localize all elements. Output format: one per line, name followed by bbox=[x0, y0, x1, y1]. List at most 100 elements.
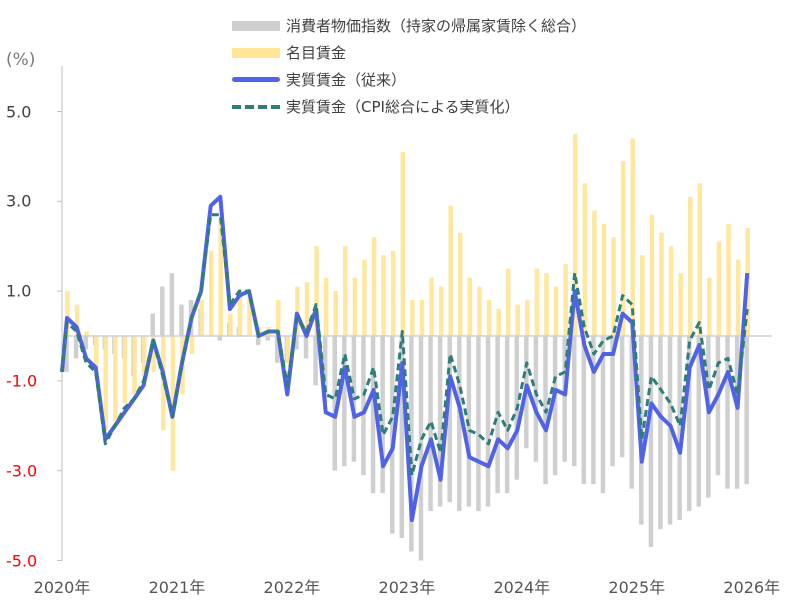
y-tick-label: -3.0 bbox=[6, 461, 38, 481]
cpi-bar bbox=[265, 336, 270, 341]
cpi-bar bbox=[677, 336, 682, 521]
cpi-bar bbox=[485, 336, 491, 507]
x-tick-label: 2026年 bbox=[723, 578, 781, 597]
cpi-bar bbox=[380, 336, 385, 494]
cpi-bar bbox=[399, 336, 405, 539]
nominal-wage-bar bbox=[199, 300, 204, 336]
x-tick-label: 2025年 bbox=[608, 578, 666, 597]
cpi-bar bbox=[610, 336, 615, 467]
nominal-wage-bar bbox=[640, 255, 645, 336]
cpi-bar bbox=[648, 336, 654, 548]
cpi-bar bbox=[169, 273, 175, 336]
nominal-wage-bar bbox=[189, 336, 195, 354]
legend-label: 名目賃金 bbox=[286, 44, 347, 62]
nominal-wage-bar bbox=[93, 336, 99, 368]
nominal-wage-bar bbox=[390, 250, 396, 336]
cpi-bar bbox=[715, 336, 721, 476]
y-tick-label: 1.0 bbox=[6, 281, 32, 301]
cpi-bar bbox=[73, 336, 79, 359]
legend-item-cpi: 消費者物価指数（持家の帰属家賃除く総合） bbox=[232, 12, 586, 39]
nominal-wage-bar bbox=[505, 268, 511, 336]
nominal-wage-bar bbox=[151, 336, 156, 372]
cpi-bar bbox=[409, 336, 414, 552]
nominal-wage-bar bbox=[141, 336, 147, 377]
legend-label: 消費者物価指数（持家の帰属家賃除く総合） bbox=[286, 17, 587, 35]
cpi-bar bbox=[418, 336, 424, 561]
nominal-wage-bar bbox=[553, 286, 559, 336]
nominal-wage-bar bbox=[65, 291, 70, 336]
cpi-bar bbox=[658, 336, 663, 530]
nominal-wage-bar bbox=[659, 232, 664, 336]
cpi-bar bbox=[294, 336, 299, 350]
nominal-wage-bar bbox=[237, 291, 243, 336]
legend-swatch-gray-bar-icon bbox=[232, 20, 280, 31]
nominal-wage-bar bbox=[304, 282, 310, 336]
cpi-bar bbox=[437, 336, 443, 507]
cpi-bar bbox=[725, 336, 730, 489]
y-tick-label: 3.0 bbox=[6, 191, 32, 211]
legend-swatch-dashed-line-icon bbox=[232, 104, 280, 109]
cpi-bar bbox=[83, 336, 88, 350]
x-tick-label: 2022年 bbox=[263, 578, 321, 597]
nominal-wage-bar bbox=[544, 273, 549, 336]
legend-label: 実質賃金（従来） bbox=[286, 71, 407, 89]
nominal-wage-bar bbox=[323, 277, 329, 336]
nominal-wage-bar bbox=[429, 277, 434, 336]
nominal-wage-bar bbox=[525, 300, 530, 336]
nominal-wage-bar bbox=[592, 210, 597, 336]
cpi-bar bbox=[150, 313, 155, 336]
nominal-wage-bar bbox=[122, 336, 128, 404]
cpi-bar bbox=[629, 336, 634, 489]
nominal-wage-bar bbox=[343, 246, 348, 336]
cpi-bar bbox=[332, 336, 337, 471]
nominal-wage-bar bbox=[601, 223, 607, 336]
x-tick-label: 2020年 bbox=[33, 578, 91, 597]
legend-item-nominal-wage: 名目賃金 bbox=[232, 39, 586, 66]
cpi-bar bbox=[457, 336, 462, 512]
nominal-wage-bar bbox=[649, 214, 655, 336]
nominal-wage-bar bbox=[534, 268, 540, 336]
nominal-wage-bar bbox=[611, 237, 616, 336]
nominal-wage-bar bbox=[362, 259, 367, 336]
nominal-wage-bar bbox=[572, 133, 578, 336]
nominal-wage-bar bbox=[735, 259, 741, 336]
cpi-bar bbox=[179, 304, 184, 336]
nominal-wage-bar bbox=[477, 286, 482, 336]
nominal-wage-bar bbox=[295, 286, 300, 336]
nominal-wage-bar bbox=[467, 277, 473, 336]
cpi-bar bbox=[64, 336, 69, 372]
x-tick-label: 2024年 bbox=[493, 578, 551, 597]
nominal-wage-bar bbox=[486, 300, 492, 336]
nominal-wage-bar bbox=[678, 273, 683, 336]
x-tick-label: 2021年 bbox=[148, 578, 206, 597]
legend-swatch-solid-line-icon bbox=[232, 77, 280, 82]
nominal-wage-bar bbox=[400, 151, 406, 336]
legend-label: 実質賃金（CPI総合による実質化） bbox=[286, 98, 520, 116]
nominal-wage-bar bbox=[113, 336, 118, 422]
y-tick-label: -5.0 bbox=[6, 551, 38, 570]
cpi-bar bbox=[342, 336, 347, 467]
cpi-bar bbox=[600, 336, 606, 494]
nominal-wage-bar bbox=[697, 183, 703, 336]
cpi-bar bbox=[744, 336, 749, 485]
cpi-bar bbox=[303, 336, 309, 359]
cpi-bar bbox=[322, 336, 328, 404]
nominal-wage-bar bbox=[132, 336, 137, 395]
cpi-bar bbox=[370, 336, 376, 494]
nominal-wage-bar bbox=[515, 304, 521, 336]
cpi-bar bbox=[476, 336, 481, 512]
nominal-wage-bar bbox=[285, 336, 291, 363]
y-axis-unit-label: (%) bbox=[6, 50, 36, 70]
nominal-wage-bar bbox=[496, 309, 501, 336]
cpi-bar bbox=[504, 336, 510, 494]
cpi-bar bbox=[706, 336, 711, 498]
cpi-bar bbox=[361, 336, 366, 476]
nominal-wage-bar bbox=[74, 304, 80, 336]
nominal-wage-bar bbox=[228, 313, 233, 336]
cpi-bar bbox=[533, 336, 539, 462]
nominal-wage-bar bbox=[668, 246, 674, 336]
nominal-wage-bar bbox=[438, 286, 444, 336]
cpi-bar bbox=[581, 336, 587, 485]
